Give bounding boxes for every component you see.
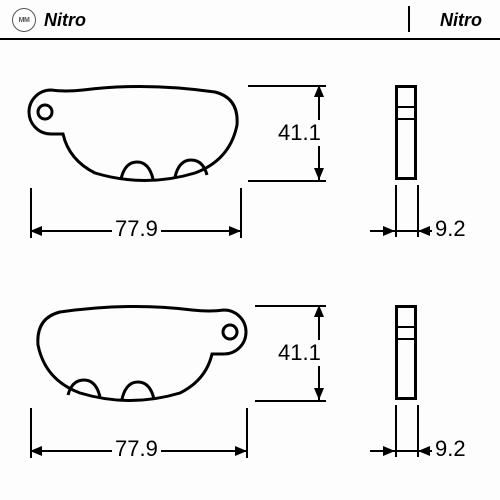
brand-logo-icon: MM [12, 8, 36, 32]
brake-pad-profile-2 [395, 305, 417, 400]
header-bar: MM Nitro Nitro [0, 0, 500, 40]
arrow-icon [383, 226, 395, 236]
arrow-icon [235, 446, 247, 456]
brand-label-right: Nitro [440, 10, 482, 31]
dim-height-value-1: 41.1 [275, 120, 324, 146]
profile-notch [395, 338, 417, 340]
dim-width-value-1: 77.9 [112, 216, 161, 242]
brake-pad-profile-1 [395, 85, 417, 180]
logo-area: MM Nitro [12, 8, 86, 32]
arrow-icon [229, 226, 241, 236]
arrow-icon [314, 305, 324, 317]
arrow-icon [314, 388, 324, 400]
pad-row-2: 41.1 77.9 9.2 [0, 290, 500, 490]
arrow-icon [30, 226, 42, 236]
header-divider [408, 6, 410, 32]
brake-pad-face-2 [25, 300, 250, 410]
dim-height-value-2: 41.1 [275, 340, 324, 366]
ext-line [255, 400, 326, 402]
profile-notch [395, 326, 417, 328]
arrow-icon [383, 446, 395, 456]
brake-pad-face-1 [25, 80, 250, 190]
profile-notch [395, 106, 417, 108]
arrow-icon [418, 446, 430, 456]
profile-notch [395, 118, 417, 120]
arrow-icon [30, 446, 42, 456]
header-rule [0, 38, 500, 40]
arrow-icon [418, 226, 430, 236]
dim-thick-value-1: 9.2 [432, 216, 469, 242]
arrow-icon [314, 85, 324, 97]
dim-width-value-2: 77.9 [112, 436, 161, 462]
ext-line [248, 180, 326, 182]
dim-thick-value-2: 9.2 [432, 436, 469, 462]
arrow-icon [314, 168, 324, 180]
brand-label-left: Nitro [44, 10, 86, 31]
logo-text: MM [19, 17, 30, 24]
pad-row-1: 41.1 77.9 9.2 [0, 70, 500, 270]
